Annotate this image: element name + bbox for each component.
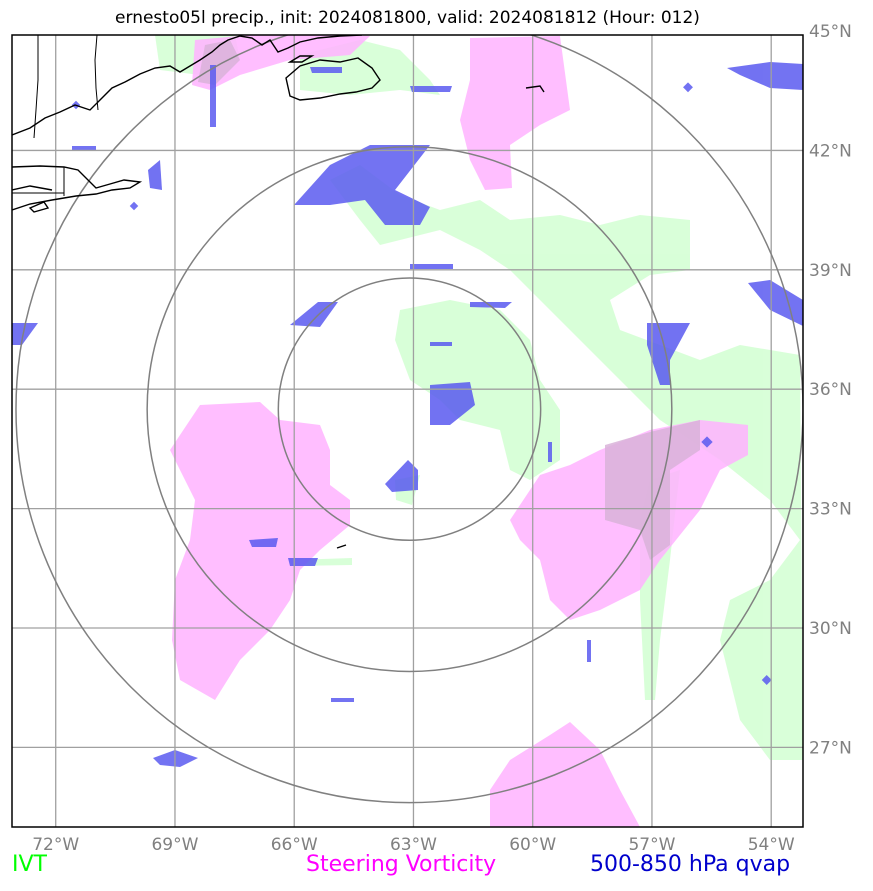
range-ring [15, 35, 803, 804]
lat-tick-labels: 45°N 42°N 39°N 36°N 33°N 30°N 27°N [809, 22, 852, 758]
coastlines [12, 35, 545, 549]
range-rings [15, 35, 803, 804]
legend-ivt: IVT [12, 852, 47, 877]
plot-frame [11, 34, 804, 828]
legend-steering-vorticity: Steering Vorticity [306, 852, 497, 877]
lat-tick-label: 30°N [809, 619, 852, 639]
lat-tick-label: 27°N [809, 738, 852, 758]
lat-tick-label: 39°N [809, 261, 852, 281]
legend-qvap: 500-850 hPa qvap [590, 852, 791, 877]
qvap-field [12, 62, 803, 767]
map-title: ernesto05l precip., init: 2024081800, va… [115, 8, 700, 28]
lon-tick-label: 66°W [271, 835, 318, 855]
range-ring [146, 146, 673, 673]
range-ring [277, 277, 542, 542]
lat-tick-label: 33°N [809, 500, 852, 520]
lat-tick-label: 45°N [809, 22, 852, 42]
lon-tick-labels: 72°W 69°W 66°W 63°W 60°W 57°W 54°W [32, 835, 795, 855]
lat-tick-label: 42°N [809, 141, 852, 161]
lon-tick-label: 57°W [628, 835, 675, 855]
lon-tick-label: 69°W [151, 835, 198, 855]
lon-tick-label: 63°W [390, 835, 437, 855]
lon-tick-label: 54°W [748, 835, 795, 855]
lat-tick-label: 36°N [809, 380, 852, 400]
lon-tick-label: 72°W [32, 835, 79, 855]
vorticity-field [170, 35, 748, 827]
field-layers [12, 35, 803, 827]
lon-tick-label: 60°W [509, 835, 556, 855]
